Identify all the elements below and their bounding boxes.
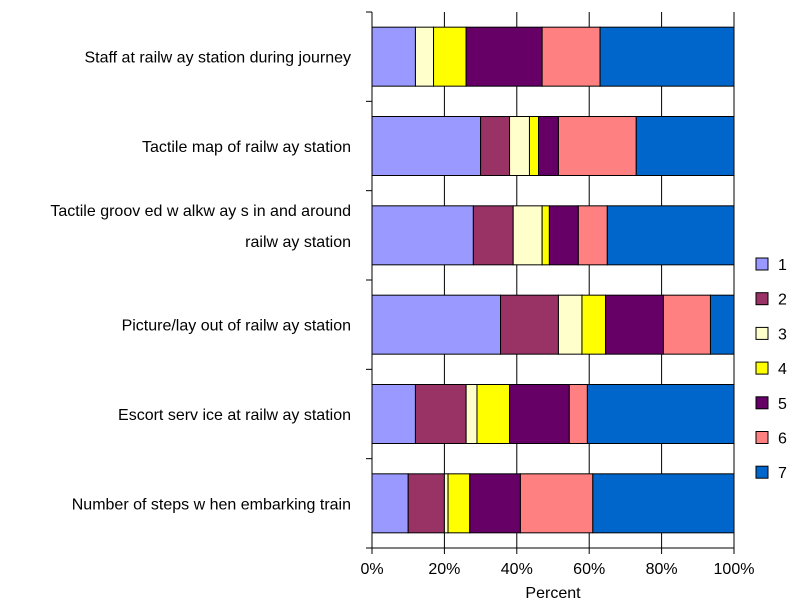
- bar-segment-7: [635, 116, 735, 176]
- category-label: Number of steps w hen embarking train: [72, 496, 351, 513]
- legend-swatch-6: [755, 431, 769, 444]
- bar-segment-3: [443, 473, 449, 534]
- bar-segment-4: [541, 205, 550, 266]
- legend-swatch-5: [755, 396, 769, 410]
- legend-swatch-4: [755, 361, 769, 375]
- bar-segment-2: [407, 473, 445, 534]
- bar-segment-7: [586, 384, 735, 444]
- bar-segment-4: [476, 384, 511, 444]
- axes: [366, 11, 735, 554]
- bar-segment-4: [528, 116, 540, 176]
- bar-segment-7: [599, 26, 735, 87]
- legend-swatch-7: [755, 465, 769, 479]
- legend-label-6: 6: [778, 431, 787, 448]
- category-label: railw ay station: [245, 234, 351, 251]
- x-tick-label: 80%: [646, 561, 678, 578]
- bar-segment-7: [606, 205, 735, 266]
- legend-swatch-2: [755, 292, 769, 306]
- legend-label-5: 5: [778, 396, 787, 413]
- bar-segment-3: [557, 294, 583, 355]
- bar-segment-5: [604, 294, 664, 355]
- bar-segment-6: [662, 294, 711, 355]
- category-label: Tactile groov ed w alkw ay s in and arou…: [50, 203, 351, 220]
- bar-segment-2: [472, 205, 514, 266]
- x-tick-labels: 0% 20% 40% 60% 80% 100%: [360, 561, 754, 578]
- bar-segment-6: [541, 26, 601, 87]
- bar-segment-1: [371, 473, 409, 534]
- legend-label-3: 3: [778, 326, 787, 343]
- x-axis-title: Percent: [525, 585, 581, 602]
- bar-segment-1: [371, 116, 482, 176]
- bar-segment-6: [577, 205, 608, 266]
- x-tick-label: 0%: [360, 561, 383, 578]
- x-tick-label: 60%: [573, 561, 605, 578]
- bar-segment-1: [371, 294, 502, 355]
- legend-swatch-1: [755, 257, 769, 271]
- bar-segment-5: [469, 473, 521, 534]
- legend-swatch-3: [755, 326, 769, 340]
- legend-label-7: 7: [778, 465, 787, 482]
- bar-segment-2: [500, 294, 559, 355]
- bar-segment-3: [509, 116, 530, 176]
- bars: [371, 26, 735, 534]
- x-tick-label: 20%: [428, 561, 460, 578]
- bar-segment-5: [465, 26, 543, 87]
- legend: 1 2 3 4 5 6 7: [755, 257, 787, 482]
- x-tick-label: 40%: [501, 561, 533, 578]
- bar-segment-5: [548, 205, 579, 266]
- gridlines: [443, 12, 735, 548]
- legend-label-1: 1: [778, 257, 787, 274]
- bar-segment-7: [709, 294, 735, 355]
- category-label: Tactile map of railw ay station: [142, 139, 351, 156]
- bar-segment-7: [592, 473, 735, 534]
- bar-segment-3: [512, 205, 543, 266]
- bar-segment-1: [371, 384, 416, 444]
- bar-segment-2: [414, 384, 467, 444]
- bar-segment-2: [480, 116, 511, 176]
- x-tick-label: 100%: [714, 561, 755, 578]
- legend-label-4: 4: [778, 361, 787, 378]
- bar-segment-6: [557, 116, 637, 176]
- bar-segment-3: [414, 26, 435, 87]
- bar-segment-5: [538, 116, 559, 176]
- bar-segment-6: [568, 384, 588, 444]
- bar-segment-1: [371, 26, 416, 87]
- bar-segment-4: [447, 473, 471, 534]
- category-label: Picture/lay out of railw ay station: [122, 318, 351, 335]
- bar-segment-5: [509, 384, 570, 444]
- category-label: Staff at railw ay station during journey: [84, 50, 351, 67]
- bar-segment-6: [519, 473, 594, 534]
- bar-segment-4: [433, 26, 467, 87]
- bar-segment-4: [581, 294, 606, 355]
- category-labels: Staff at railw ay station during journey…: [50, 50, 351, 514]
- bar-segment-1: [371, 205, 474, 266]
- category-label: Escort serv ice at railw ay station: [118, 407, 351, 424]
- legend-label-2: 2: [778, 292, 787, 309]
- bar-segment-3: [465, 384, 478, 444]
